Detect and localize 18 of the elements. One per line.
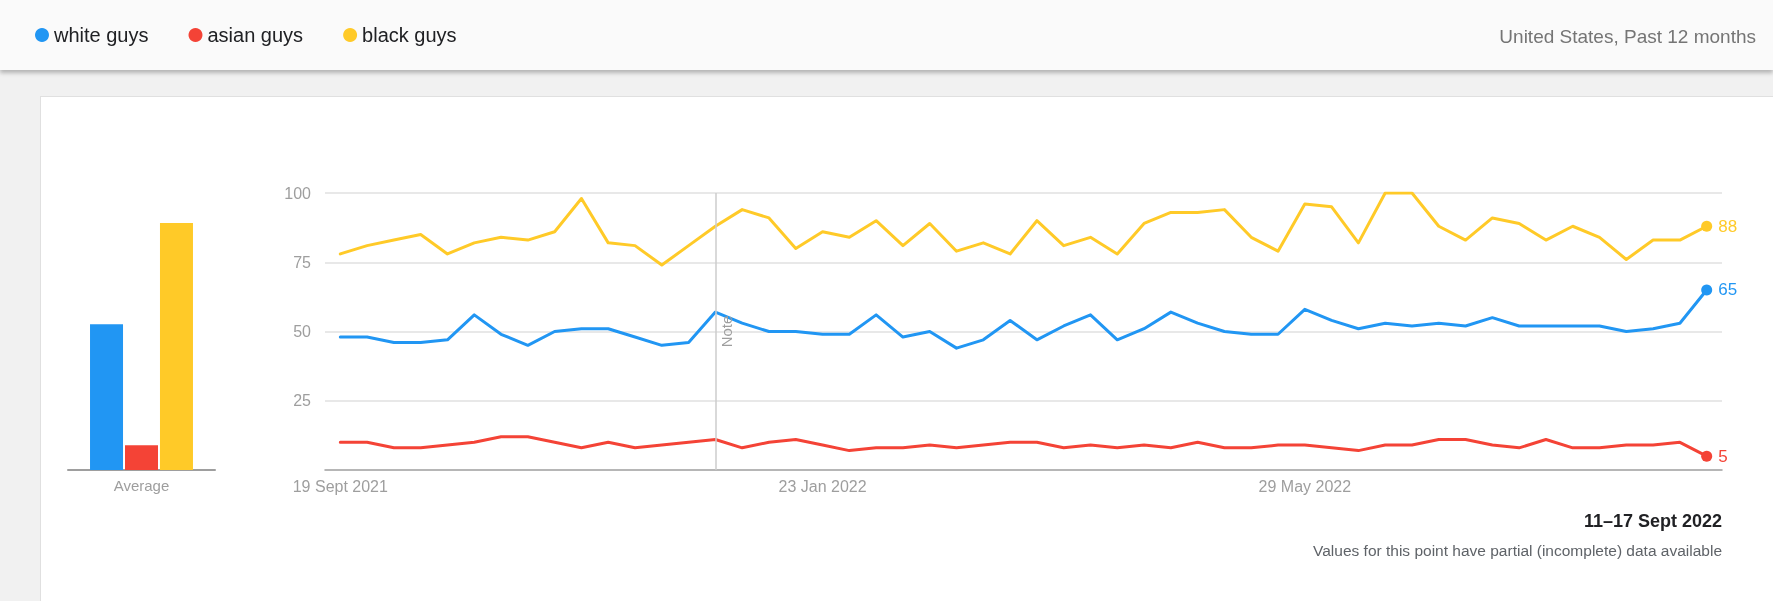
x-tick-label: 23 Jan 2022 [778, 477, 867, 495]
chart-subtitle: United States, Past 12 months [1499, 26, 1756, 47]
text: 11–17 Sept 2022 [1583, 511, 1723, 531]
y-tick-label: 75 [293, 253, 312, 271]
y-tick-label: 25 [293, 392, 312, 410]
data-label: 5 [1718, 446, 1728, 466]
x-tick-label: 29 May 2022 [1258, 477, 1352, 495]
legend-label: black guys [362, 24, 457, 46]
x-tick-label: Average [113, 477, 170, 494]
x-tick-label: 19 Sept 2021 [292, 477, 388, 495]
legend-label: asian guys [207, 24, 304, 46]
data-label: 65 [1718, 280, 1738, 300]
y-tick-label: 100 [284, 184, 312, 202]
ref-line-label: Note [718, 315, 736, 348]
text: Values for this point have partial (incomplete) data available [1313, 541, 1723, 559]
y-tick-label: 50 [293, 323, 312, 340]
data-label: 88 [1718, 216, 1738, 236]
legend-label: white guys [53, 24, 149, 46]
